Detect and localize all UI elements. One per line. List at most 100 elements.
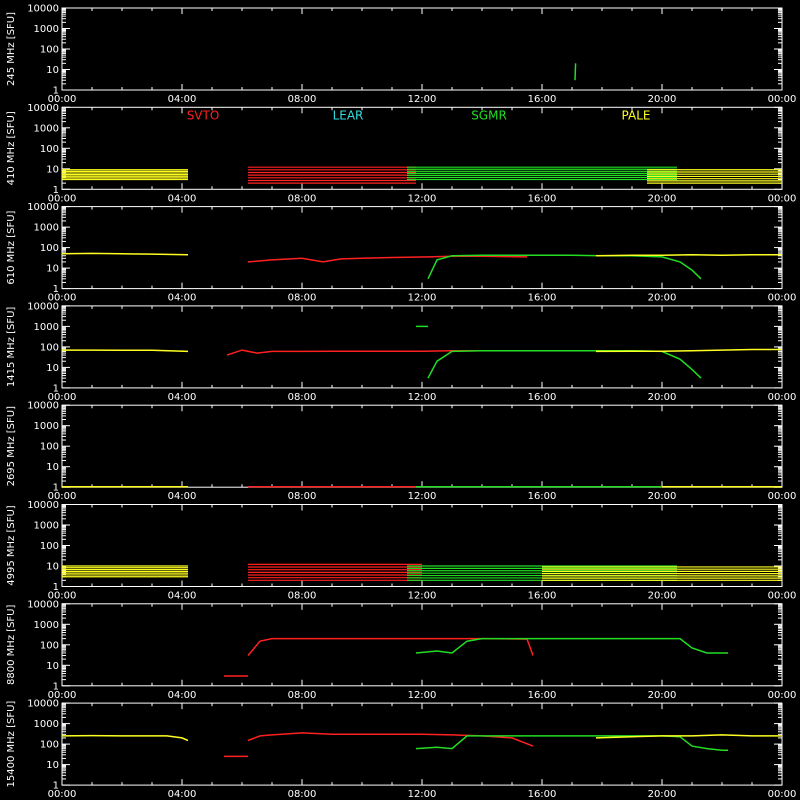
y-axis-label: 1415 MHz [SFU] [6, 307, 17, 388]
panel-1: 1 10 100 1000 10000 00:00 04:00 08:00 12:00 16:00… [6, 103, 796, 205]
y-tick-label: 100 [40, 541, 59, 552]
series-line [61, 252, 189, 256]
series-line [247, 732, 534, 747]
y-tick-label: 1000 [34, 719, 59, 730]
y-tick-label: 1000 [34, 223, 59, 234]
y-tick-label: 10 [46, 164, 59, 175]
x-tick-label: 08:00 [288, 491, 317, 502]
plot-frame [61, 305, 783, 389]
x-tick-label: 00:00 [48, 392, 77, 403]
x-tick-label: 20:00 [648, 392, 677, 403]
x-tick-label: 00:00 [768, 193, 797, 204]
x-tick-label: 16:00 [528, 94, 557, 105]
x-tick-label: 04:00 [168, 193, 197, 204]
panel-4: 1 10 100 1000 10000 00:00 04:00 08:00 12:00 16:00… [6, 401, 796, 503]
panel-6: 1 10 100 1000 10000 00:00 04:00 08:00 12:00 16:00… [6, 599, 796, 701]
panel-0: 1 10 100 1000 10000 00:00 04:00 08:00 12:00 16:00… [6, 4, 796, 106]
legend-entry: PALE [622, 108, 651, 122]
x-tick-label: 04:00 [168, 789, 197, 800]
plot-frame [61, 603, 783, 687]
series-line [595, 734, 782, 739]
y-tick-label: 10 [46, 760, 59, 771]
series-band [647, 169, 782, 184]
x-tick-label: 08:00 [288, 789, 317, 800]
x-tick-label: 08:00 [288, 293, 317, 304]
x-tick-label: 08:00 [288, 392, 317, 403]
y-tick-label: 1 [53, 185, 59, 196]
panel-5: 1 10 100 1000 10000 00:00 04:00 08:00 12:00 16:00… [6, 500, 796, 602]
x-tick-label: 00:00 [768, 591, 797, 602]
y-axis-label: 2695 MHz [SFU] [6, 406, 17, 487]
x-tick-label: 20:00 [648, 293, 677, 304]
series-band [248, 563, 422, 581]
x-tick-label: 16:00 [528, 591, 557, 602]
x-tick-label: 00:00 [768, 94, 797, 105]
series-line [574, 63, 577, 81]
series-line [62, 349, 189, 353]
series-line [415, 735, 728, 752]
legend-entry: SGMR [471, 108, 507, 122]
x-tick-label: 04:00 [168, 293, 197, 304]
x-tick-label: 04:00 [168, 591, 197, 602]
y-tick-label: 10 [46, 462, 59, 473]
y-axis-label: 4995 MHz [SFU] [6, 505, 17, 586]
x-tick-label: 20:00 [648, 193, 677, 204]
y-tick-label: 10000 [27, 4, 59, 15]
y-tick-label: 100 [40, 342, 59, 353]
panel-3: 1 10 100 1000 10000 00:00 04:00 08:00 12:00 16:00… [6, 301, 796, 403]
y-tick-label: 100 [40, 243, 59, 254]
series-line [595, 253, 782, 257]
x-tick-label: 04:00 [168, 690, 197, 701]
series-line [427, 349, 702, 379]
y-tick-label: 1000 [34, 521, 59, 532]
series-line [595, 348, 782, 353]
x-tick-label: 12:00 [408, 193, 437, 204]
x-tick-label: 12:00 [408, 293, 437, 304]
x-tick-label: 08:00 [288, 94, 317, 105]
x-tick-label: 00:00 [768, 293, 797, 304]
y-tick-label: 10000 [27, 301, 59, 312]
y-tick-label: 10 [46, 562, 59, 573]
y-tick-label: 10000 [27, 500, 59, 511]
panel-2: 1 10 100 1000 10000 00:00 04:00 08:00 12:00 16:00… [6, 202, 796, 304]
series-line [415, 637, 728, 654]
x-tick-label: 00:00 [48, 491, 77, 502]
series-band [407, 166, 677, 181]
y-axis-label: 15400 MHz [SFU] [6, 701, 17, 788]
y-tick-label: 10 [46, 65, 59, 76]
x-tick-label: 12:00 [408, 789, 437, 800]
x-tick-label: 00:00 [768, 690, 797, 701]
x-tick-label: 00:00 [768, 392, 797, 403]
y-tick-label: 1000 [34, 620, 59, 631]
x-tick-label: 04:00 [168, 392, 197, 403]
series-line [61, 734, 189, 742]
y-tick-label: 1 [53, 582, 59, 593]
y-tick-label: 100 [40, 144, 59, 155]
series-line [427, 254, 702, 280]
x-tick-label: 00:00 [48, 94, 77, 105]
x-tick-label: 12:00 [408, 591, 437, 602]
y-tick-label: 1000 [34, 123, 59, 134]
x-tick-label: 12:00 [408, 94, 437, 105]
y-tick-label: 10 [46, 661, 59, 672]
series-line [247, 637, 534, 656]
legend-entry: LEAR [333, 108, 364, 122]
y-tick-label: 10000 [27, 599, 59, 610]
x-tick-label: 12:00 [408, 690, 437, 701]
x-tick-label: 08:00 [288, 690, 317, 701]
series-band [62, 169, 188, 181]
y-tick-label: 100 [40, 640, 59, 651]
x-tick-label: 00:00 [48, 789, 77, 800]
y-axis-label: 410 MHz [SFU] [6, 111, 17, 185]
x-tick-label: 16:00 [528, 293, 557, 304]
x-tick-label: 16:00 [528, 789, 557, 800]
legend-entry: SVTO [187, 108, 220, 122]
y-tick-label: 10000 [27, 699, 59, 710]
plot-frame [61, 404, 783, 488]
x-tick-label: 16:00 [528, 193, 557, 204]
y-tick-label: 10000 [27, 202, 59, 213]
y-tick-label: 100 [40, 740, 59, 751]
x-tick-label: 16:00 [528, 392, 557, 403]
y-tick-label: 1 [53, 284, 59, 295]
x-tick-label: 08:00 [288, 193, 317, 204]
